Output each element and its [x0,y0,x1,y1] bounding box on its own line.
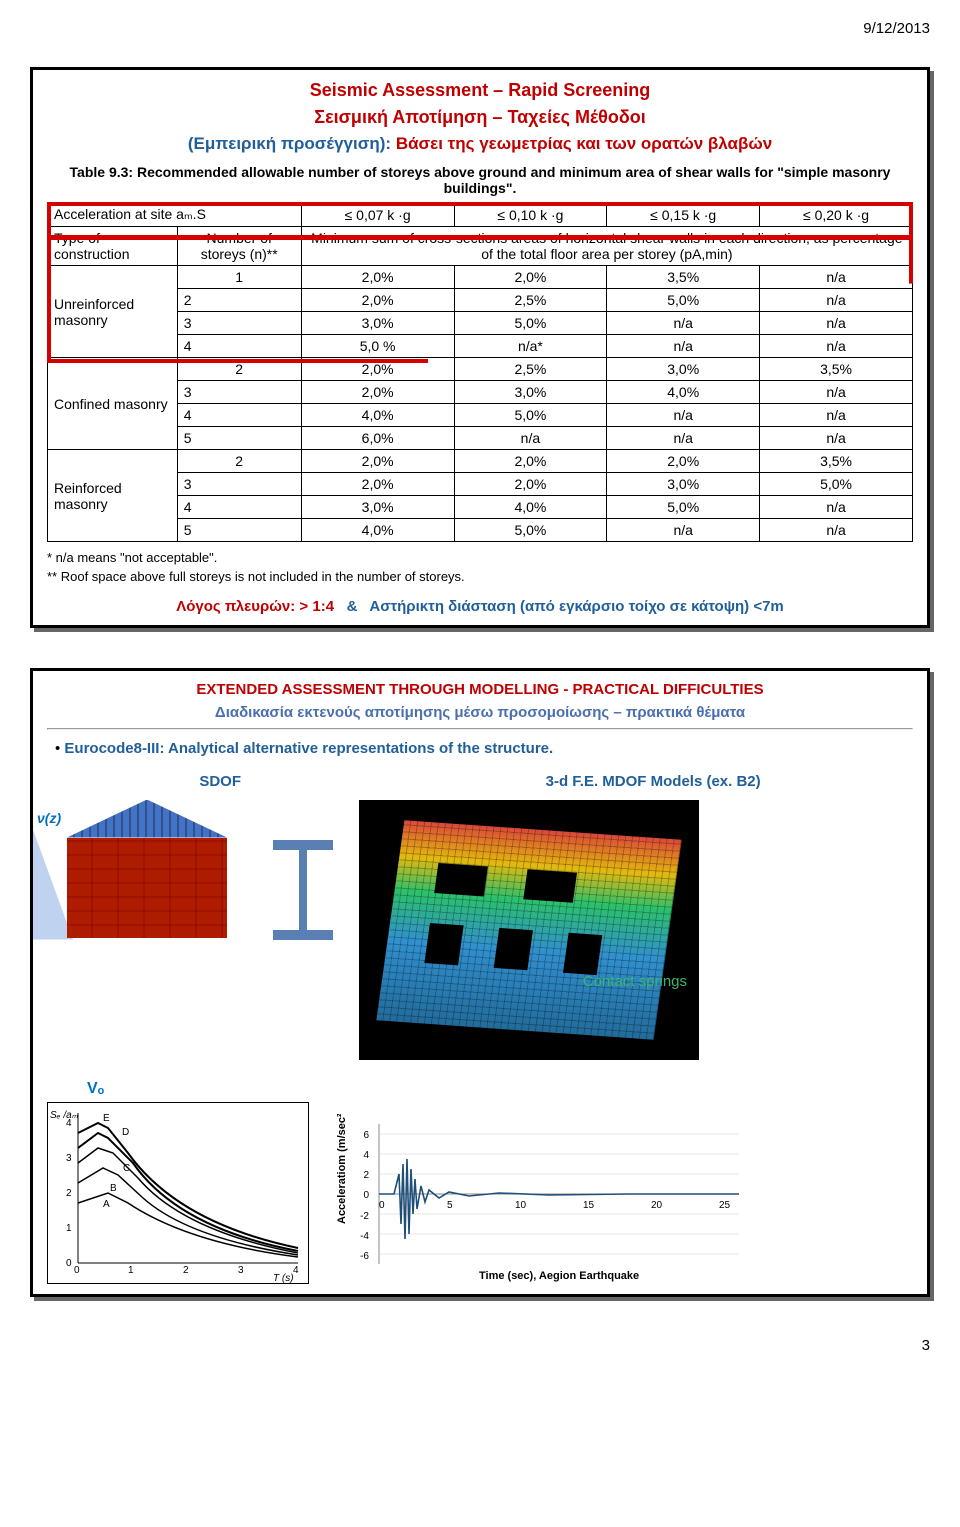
panel-rapid-screening: Seismic Assessment – Rapid Screening Σει… [30,67,930,628]
svg-text:-2: -2 [360,1211,369,1222]
contact-springs-label: Contact springs [583,973,687,990]
svg-text:C: C [123,1163,130,1174]
svg-text:-6: -6 [360,1251,369,1262]
svg-text:D: D [122,1127,129,1138]
subtitle-approach: (Εμπειρική προσέγγιση): Βάσει της γεωμετ… [47,134,913,154]
approach-label: (Εμπειρική προσέγγιση): [188,134,391,153]
svg-text:1: 1 [128,1265,134,1276]
svg-text:Acceleratiom (m/sec²): Acceleratiom (m/sec²) [336,1114,348,1224]
svg-text:2: 2 [66,1188,72,1199]
ibeam-icon [273,840,333,940]
p2-title-blue: Διαδικασία εκτενούς αποτίμησης μέσω προσ… [47,704,913,721]
mdof-render [359,800,699,1060]
col-c4: ≤ 0,20 k ·g [760,203,913,227]
svg-text:3: 3 [66,1153,72,1164]
accel-header: Acceleration at site aₘ.S [48,203,302,227]
ur-row-3: 3 3,0% 5,0% n/a n/a [48,312,913,335]
svg-text:0: 0 [74,1265,80,1276]
ur-row-4: 4 5,0 % n/a* n/a n/a [48,335,913,358]
svg-text:6: 6 [363,1130,369,1141]
accel-chart: -6 -4 -2 0 2 4 6 0 5 10 15 20 25 Acceler… [329,1114,749,1284]
svg-text:1: 1 [66,1223,72,1234]
svg-text:4: 4 [363,1150,369,1161]
col-c3: ≤ 0,15 k ·g [607,203,760,227]
svg-text:4: 4 [293,1265,299,1276]
vz-label: ν(z) [37,810,61,826]
ur-row-2: 2 2,0% 2,5% 5,0% n/a [48,289,913,312]
col-c2: ≤ 0,10 k ·g [454,203,607,227]
mdof-label: 3-d F.E. MDOF Models (ex. B2) [546,773,761,790]
cf-label: Confined masonry [48,358,178,450]
table-caption: Table 9.3: Recommended allowable number … [47,164,913,196]
svg-text:0: 0 [66,1258,72,1269]
storeys-table: Acceleration at site aₘ.S ≤ 0,07 k ·g ≤ … [47,202,913,542]
merge-header: Minimum sum of cross-sections areas of h… [301,227,912,266]
roof-icon [67,800,227,838]
svg-text:15: 15 [583,1200,595,1211]
svg-text:T (s): T (s) [273,1273,294,1283]
num-header: Number of storeys (n)** [177,227,301,266]
svg-text:0: 0 [363,1190,369,1201]
cf-row-1: Confined masonry 2 2,0% 2,5% 3,0% 3,5% [48,358,913,381]
ur-label: Unreinforced masonry [48,266,178,358]
date-label: 9/12/2013 [30,20,930,37]
bullet-eurocode: • Eurocode8-III: Analytical alternative … [55,740,913,757]
svg-text:2: 2 [363,1170,369,1181]
svg-text:25: 25 [719,1200,731,1211]
title-gr: Σεισμική Αποτίμηση – Ταχείες Μέθοδοι [47,107,913,128]
spectrum-chart: E D C B A 0 1 2 3 4 0 1 2 3 4 T (s) Sₑ / [47,1102,309,1284]
sdof-label: SDOF [199,773,241,790]
page-number: 3 [30,1337,930,1354]
svg-text:Time (sec), Aegion Earthquake: Time (sec), Aegion Earthquake [479,1270,639,1282]
sdof-diagram: ν(z) [47,800,247,938]
svg-text:Sₑ /aₘ: Sₑ /aₘ [50,1110,79,1121]
vo-label: Vₒ [87,1080,309,1098]
svg-text:E: E [103,1113,110,1124]
approach-text: Βάσει της γεωμετρίας και των ορατών βλαβ… [396,134,772,153]
header-row-accel: Acceleration at site aₘ.S ≤ 0,07 k ·g ≤ … [48,203,913,227]
svg-text:20: 20 [651,1200,663,1211]
rf-row-1: Reinforced masonry 2 2,0% 2,0% 2,0% 3,5% [48,450,913,473]
svg-text:10: 10 [515,1200,527,1211]
divider [47,728,913,730]
header-row-type: Type of construction Number of storeys (… [48,227,913,266]
model-labels: SDOF 3-d F.E. MDOF Models (ex. B2) [47,773,913,790]
svg-text:B: B [110,1183,117,1194]
brick-wall-icon [67,838,227,938]
ur-row-1: Unreinforced masonry 1 2,0% 2,0% 3,5% n/… [48,266,913,289]
footnote-1: * n/a means "not acceptable". [47,550,913,565]
type-header: Type of construction [48,227,178,266]
col-c1: ≤ 0,07 k ·g [301,203,454,227]
title-en: Seismic Assessment – Rapid Screening [47,80,913,101]
svg-text:5: 5 [447,1200,453,1211]
svg-text:-4: -4 [360,1231,369,1242]
svg-text:0: 0 [379,1200,385,1211]
panel-extended-assessment: EXTENDED ASSESSMENT THROUGH MODELLING - … [30,668,930,1297]
rf-label: Reinforced masonry [48,450,178,542]
bottom-line: Λόγος πλευρών: > 1:4 & Αστήρικτη διάστασ… [47,598,913,615]
p2-title-red: EXTENDED ASSESSMENT THROUGH MODELLING - … [47,681,913,698]
svg-text:3: 3 [238,1265,244,1276]
svg-text:A: A [103,1199,110,1210]
footnote-2: ** Roof space above full storeys is not … [47,569,913,584]
svg-text:2: 2 [183,1265,189,1276]
